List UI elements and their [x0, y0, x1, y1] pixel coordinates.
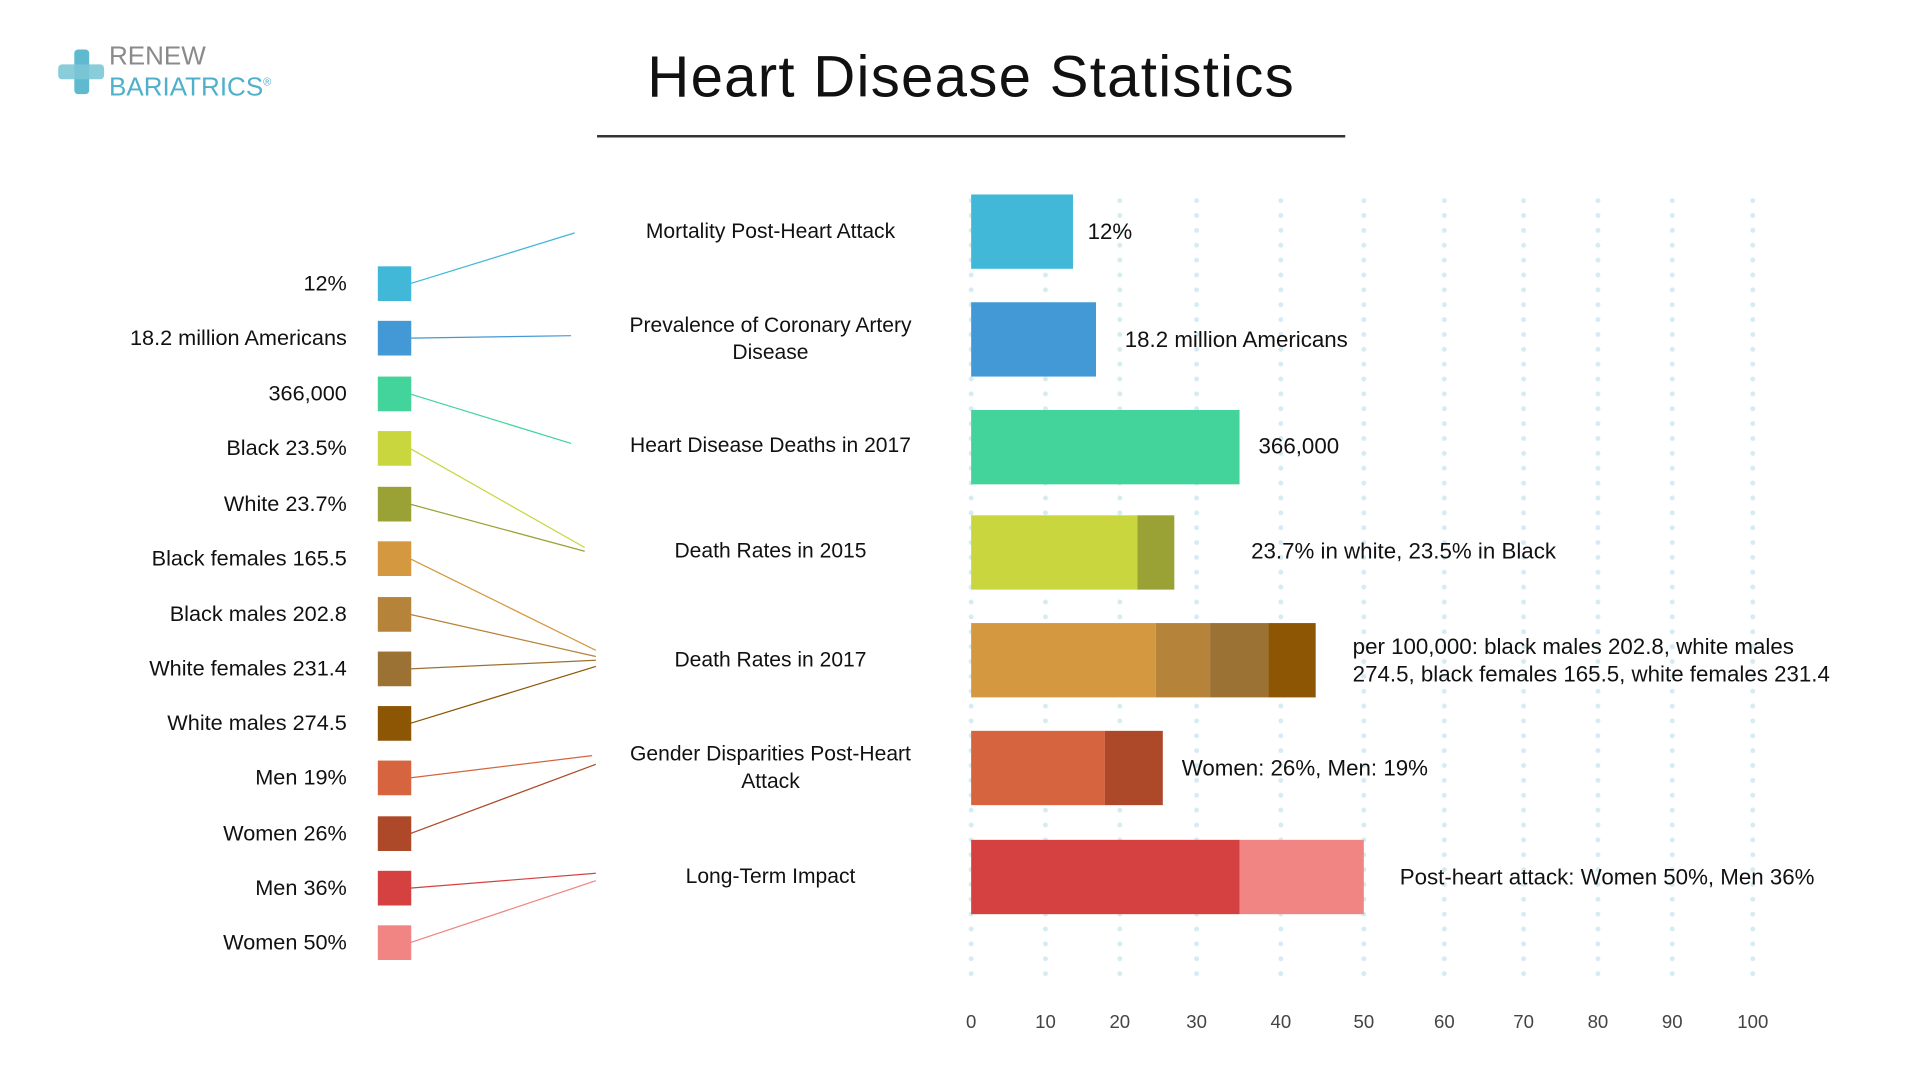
x-tick-label: 50 — [1353, 1012, 1375, 1034]
page-title: Heart Disease Statistics — [647, 43, 1296, 110]
legend-swatch — [377, 431, 412, 466]
legend-label: Men 19% — [255, 764, 347, 790]
logo-line2: BARIATRICS® — [109, 69, 271, 100]
legend-swatch — [377, 376, 412, 412]
data-label-line: 274.5, black females 165.5, white female… — [1352, 661, 1830, 687]
x-tick-label: 70 — [1513, 1012, 1534, 1034]
x-tick-label: 10 — [1035, 1012, 1056, 1034]
legend-swatch — [377, 706, 412, 741]
legend-label: Women 50% — [223, 929, 347, 955]
logo-line1: RENEW — [109, 42, 206, 71]
leader-line — [409, 880, 597, 944]
data-label: Post-heart attack: Women 50%, Men 36% — [1400, 863, 1815, 890]
category-label: Heart Disease Deaths in 2017 — [630, 433, 911, 458]
legend-label: Women 26% — [223, 820, 347, 846]
legend-label: 12% — [303, 270, 347, 296]
leader-line — [409, 503, 585, 552]
leader-line — [409, 232, 575, 285]
leader-line — [409, 763, 597, 835]
x-tick-label: 0 — [965, 1012, 977, 1034]
legend-swatch — [377, 541, 412, 577]
leader-line — [409, 447, 585, 549]
x-tick-label: 40 — [1270, 1012, 1292, 1034]
title-underline — [597, 135, 1346, 138]
legend-swatch — [377, 870, 412, 906]
leader-line — [409, 659, 596, 670]
legend-label: White 23.7% — [223, 491, 347, 516]
legend-label: White males 274.5 — [167, 710, 347, 736]
legend-label: Men 36% — [255, 875, 347, 900]
leader-line — [409, 558, 597, 651]
data-label-line: 18.2 million Americans — [1124, 327, 1348, 352]
data-label-line: Women: 26%, Men: 19% — [1181, 755, 1428, 781]
legend-label: White females 231.4 — [149, 655, 347, 681]
bar-segment — [1210, 623, 1269, 698]
bar-segment — [1104, 730, 1163, 806]
x-tick-label: 80 — [1587, 1012, 1609, 1034]
legend-swatch — [377, 925, 412, 961]
category-label: Death Rates in 2015 — [674, 538, 867, 563]
legend-label: 366,000 — [268, 380, 347, 406]
bar-segment — [1268, 623, 1316, 698]
bar-segment — [1137, 515, 1175, 590]
leader-line — [409, 393, 572, 445]
registered-mark: ® — [263, 75, 272, 88]
data-label: 366,000 — [1259, 432, 1340, 459]
data-label-line: per 100,000: black males 202.8, white ma… — [1352, 634, 1794, 659]
data-label: per 100,000: black males 202.8, white ma… — [1353, 633, 1830, 688]
bar-segment — [971, 623, 1156, 698]
bar-segment — [1239, 839, 1364, 915]
category-label: Prevalence of Coronary Artery Disease — [629, 313, 912, 365]
legend-label: 18.2 million Americans — [129, 325, 347, 350]
legend-swatch — [377, 486, 412, 522]
category-label: Death Rates in 2017 — [674, 647, 867, 672]
legend-swatch — [377, 816, 412, 851]
data-label: 23.7% in white, 23.5% in Black — [1251, 538, 1556, 565]
logo-cross-horizontal — [58, 64, 105, 80]
logo: RENEW BARIATRICS® — [109, 42, 271, 100]
data-label: 12% — [1088, 218, 1133, 245]
leader-line — [409, 754, 593, 779]
data-label-line: 23.7% in white, 23.5% in Black — [1251, 538, 1556, 564]
bar-segment — [971, 194, 1073, 269]
bar-segment — [971, 730, 1105, 806]
legend-swatch — [377, 320, 412, 356]
legend-label: Black females 165.5 — [151, 545, 347, 571]
data-label-line: 12% — [1087, 219, 1133, 245]
category-label: Mortality Post-Heart Attack — [645, 219, 896, 243]
legend-swatch — [377, 597, 412, 632]
x-tick-label: 60 — [1434, 1012, 1455, 1034]
legend-label: Black males 202.8 — [169, 601, 347, 627]
bar-segment — [971, 302, 1097, 377]
leader-line — [409, 613, 596, 658]
bar-segment — [1155, 623, 1211, 698]
category-label: Long-Term Impact — [685, 864, 856, 889]
category-label: Gender Disparities Post-Heart Attack — [630, 741, 911, 793]
data-label-line: Post-heart attack: Women 50%, Men 36% — [1399, 864, 1815, 890]
data-label: 18.2 million Americans — [1125, 326, 1348, 353]
legend-label: Black 23.5% — [226, 435, 347, 461]
leader-line — [409, 872, 596, 889]
x-tick-label: 20 — [1109, 1012, 1131, 1034]
leader-line — [409, 665, 597, 724]
data-label: Women: 26%, Men: 19% — [1182, 754, 1428, 781]
data-label-line: 366,000 — [1258, 433, 1340, 459]
x-tick-label: 30 — [1186, 1012, 1207, 1034]
bar-segment — [971, 410, 1240, 485]
x-tick-label: 100 — [1737, 1012, 1769, 1034]
legend-swatch — [377, 266, 412, 302]
x-tick-label: 90 — [1661, 1012, 1683, 1034]
legend-swatch — [377, 760, 412, 796]
legend-swatch — [377, 651, 412, 687]
logo-line2-text: BARIATRICS — [109, 73, 264, 102]
bar-segment — [971, 839, 1240, 915]
bar-segment — [971, 515, 1138, 590]
leader-line — [410, 335, 572, 339]
